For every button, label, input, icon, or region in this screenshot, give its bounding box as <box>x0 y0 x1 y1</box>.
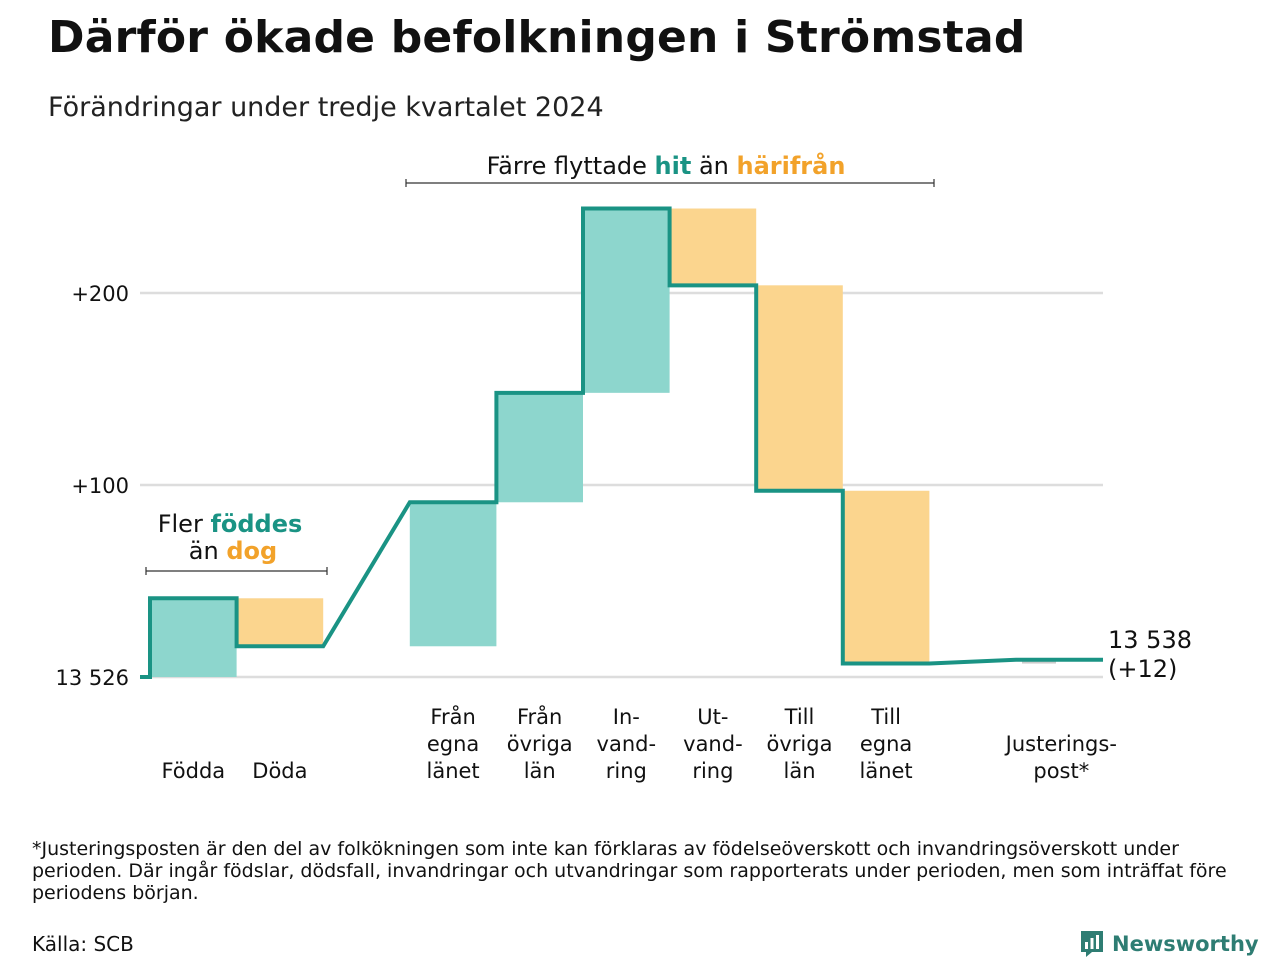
brand-name: Newsworthy <box>1112 932 1259 956</box>
births-annotation-line2: än dog <box>189 537 277 565</box>
y-tick-label: +200 <box>71 282 129 306</box>
x-category-label: vand- <box>683 732 743 756</box>
x-category-label: ring <box>606 759 647 783</box>
annotation-highlight-teal: föddes <box>210 510 302 538</box>
annotation-highlight-orange: härifrån <box>737 151 846 180</box>
footnote: *Justeringsposten är den del av folkökni… <box>32 838 1227 904</box>
bar-utvandring <box>669 208 757 286</box>
x-category-label: Från <box>517 704 562 729</box>
annotation-text: än <box>189 537 227 565</box>
annotation-text: Fler <box>158 510 211 538</box>
bar-invandring <box>583 208 670 393</box>
annotation-highlight-orange: dog <box>226 537 277 565</box>
x-category-label: egna <box>860 732 912 756</box>
brand: Newsworthy <box>1080 928 1259 960</box>
x-category-label: Justerings- <box>1004 732 1117 756</box>
x-category-label: egna <box>427 732 479 756</box>
newsworthy-logo-icon <box>1081 931 1103 957</box>
chart-title: Därför ökade befolkningen i Strömstad <box>48 12 1026 63</box>
bar-födda <box>150 598 237 677</box>
x-category-label: övriga <box>767 732 833 756</box>
x-category-label: Till <box>870 705 901 729</box>
x-category-label: In- <box>613 705 640 729</box>
annotation-text: än <box>691 152 736 180</box>
x-category-label: ring <box>692 759 733 783</box>
x-category-label: Födda <box>161 759 225 783</box>
chart-subtitle: Förändringar under tredje kvartalet 2024 <box>48 92 604 123</box>
bar-från-egna-länet <box>409 502 497 647</box>
x-category-label: vand- <box>597 732 657 756</box>
x-category-label: Från <box>430 704 475 729</box>
x-category-label: Till <box>784 705 815 729</box>
step-line-group <box>140 206 1103 679</box>
baseline-label: 13 526 <box>56 666 129 690</box>
bar-från-övriga-län <box>496 392 583 503</box>
annotation-text: Färre flyttade <box>487 152 655 180</box>
bars <box>150 208 1056 677</box>
migration-annotation: Färre flyttade hit än härifrån <box>487 151 846 180</box>
x-category-label: länet <box>860 759 913 783</box>
x-category-label: län <box>783 759 815 783</box>
annotation-highlight-teal: hit <box>655 152 692 180</box>
x-category-label: övriga <box>507 732 573 756</box>
x-category-label: länet <box>427 759 480 783</box>
chart-labels: +100 +200 13 526 Födda Döda Från egna länet Från… <box>56 151 1192 783</box>
x-category-label: post* <box>1033 759 1089 783</box>
bar-till-övriga-län <box>756 285 843 491</box>
x-category-label: Ut- <box>697 705 728 729</box>
x-category-label: Döda <box>252 759 307 783</box>
end-change-label: (+12) <box>1108 655 1177 683</box>
end-value-label: 13 538 <box>1108 626 1192 654</box>
source-label: Källa: SCB <box>32 932 134 956</box>
births-annotation-line1: Fler föddes <box>158 510 303 538</box>
waterfall-chart: +100 +200 13 526 Födda Döda Från egna länet Från… <box>56 151 1192 783</box>
bar-till-egna-länet <box>842 490 930 664</box>
cumulative-step-line <box>140 206 1103 679</box>
bar-döda <box>236 598 324 647</box>
x-category-label: län <box>524 759 556 783</box>
y-tick-label: +100 <box>71 474 129 498</box>
